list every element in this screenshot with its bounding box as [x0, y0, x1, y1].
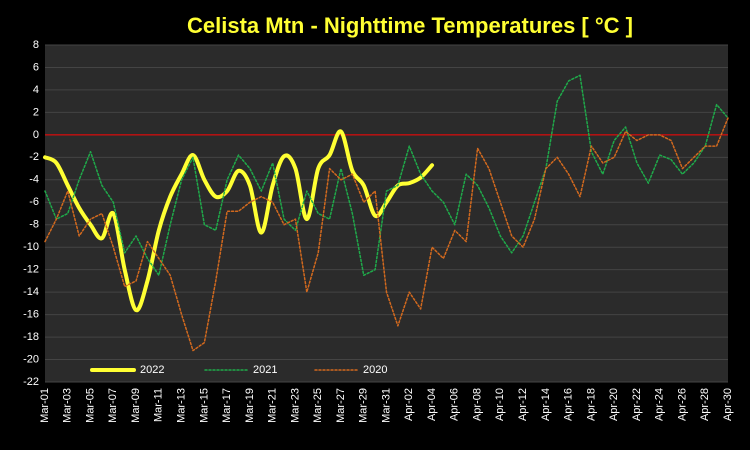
x-tick-label: Apr-04	[426, 388, 438, 421]
x-tick-label: Mar-01	[39, 388, 51, 423]
x-tick-label: Apr-12	[517, 388, 529, 421]
x-tick-label: Apr-24	[654, 388, 666, 421]
x-tick-label: Mar-23	[289, 388, 301, 423]
legend-label: 2021	[253, 364, 277, 376]
x-tick-label: Mar-17	[221, 388, 233, 423]
x-tick-label: Apr-26	[676, 388, 688, 421]
x-tick-label: Mar-03	[62, 388, 74, 423]
y-tick-label: -20	[23, 353, 39, 365]
y-tick-label: -8	[29, 219, 39, 231]
x-tick-label: Mar-21	[267, 388, 279, 423]
x-tick-label: Mar-15	[198, 388, 210, 423]
x-tick-label: Apr-28	[699, 388, 711, 421]
x-tick-label: Apr-08	[471, 388, 483, 421]
series-line	[43, 129, 435, 313]
y-tick-label: -16	[23, 309, 39, 321]
y-tick-label: -2	[29, 151, 39, 163]
x-tick-label: Mar-11	[153, 388, 165, 422]
y-tick-label: -6	[29, 196, 39, 208]
y-tick-label: 2	[33, 106, 39, 118]
y-tick-label: -14	[23, 286, 39, 298]
series-line	[44, 74, 729, 277]
plot-area	[45, 45, 728, 382]
x-tick-label: Apr-16	[563, 388, 575, 421]
x-tick-label: Mar-07	[107, 388, 119, 423]
x-tick-label: Apr-10	[494, 388, 506, 421]
y-tick-label: 6	[33, 61, 39, 73]
y-tick-label: -22	[23, 376, 39, 388]
x-tick-label: Mar-31	[380, 388, 392, 423]
x-tick-label: Apr-22	[631, 388, 643, 421]
legend-label: 2022	[140, 364, 164, 376]
chart-title: Celista Mtn - Nighttime Temperatures [ °…	[187, 13, 633, 38]
y-tick-label: 0	[33, 129, 39, 141]
x-tick-label: Mar-25	[312, 388, 324, 423]
x-tick-label: Mar-09	[130, 388, 142, 423]
legend-label: 2020	[363, 364, 387, 376]
x-tick-label: Mar-05	[84, 388, 96, 423]
y-tick-label: -4	[29, 174, 39, 186]
y-tick-label: 4	[33, 84, 39, 96]
x-tick-label: Mar-13	[176, 388, 188, 423]
x-tick-label: Mar-27	[335, 388, 347, 423]
x-tick-label: Apr-20	[608, 388, 620, 421]
x-tick-label: Apr-06	[449, 388, 461, 421]
x-tick-label: Mar-29	[358, 388, 370, 423]
x-tick-label: Mar-19	[244, 388, 256, 423]
y-tick-label: -10	[23, 241, 39, 253]
x-tick-label: Apr-02	[403, 388, 415, 421]
y-tick-label: -12	[23, 264, 39, 276]
x-tick-label: Apr-30	[722, 388, 734, 421]
y-tick-label: -18	[23, 331, 39, 343]
y-tick-label: 8	[33, 39, 39, 51]
x-tick-label: Apr-18	[585, 388, 597, 421]
series-line	[44, 117, 729, 352]
x-tick-label: Apr-14	[540, 388, 552, 421]
